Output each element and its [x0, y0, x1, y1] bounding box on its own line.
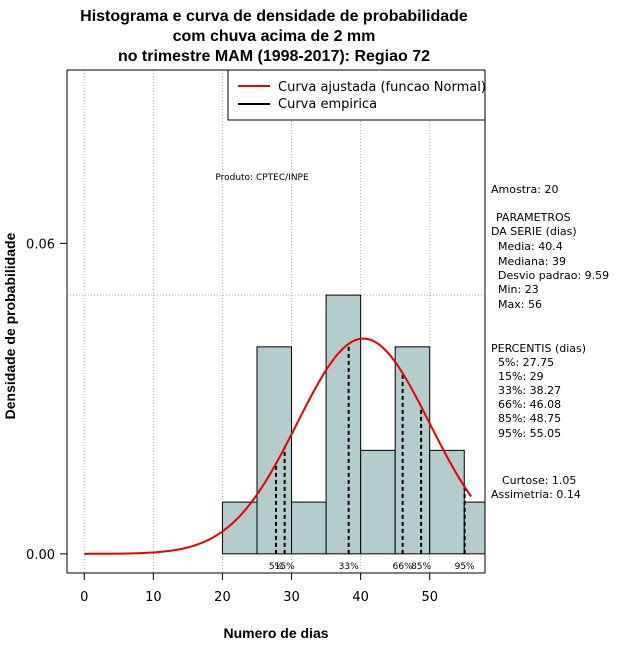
stat-media: Media: 40.4 [498, 240, 563, 253]
percentil-66: 66%: 46.08 [498, 398, 561, 411]
product-note: Produto: CPTEC/INPE [215, 173, 309, 183]
histogram-bar-2 [291, 501, 327, 555]
params-title-1: PARAMETROS [496, 211, 571, 224]
histogram-bar-7 [463, 501, 486, 555]
bars-layer [221, 294, 486, 555]
chart-title-line-1: Histograma e curva de densidade de proba… [80, 8, 468, 25]
percentile-label-1: 15% [275, 562, 295, 572]
percentile-label-0: 5% [269, 562, 284, 572]
axis-layer: 0 10 20 30 40 50 0.00 0.06 [26, 237, 438, 605]
stat-mediana: Mediana: 39 [498, 255, 566, 268]
x-tick-label-10: 10 [145, 590, 162, 605]
stat-min: Min: 23 [498, 283, 539, 296]
x-tick-label-30: 30 [283, 590, 300, 605]
stat-assimetria: Assimetria: 0.14 [491, 488, 581, 501]
percentile-label-5: 95% [455, 562, 475, 572]
y-tick-label-0: 0.00 [26, 548, 55, 563]
histogram-bar-5 [394, 346, 431, 555]
y-tick-label-1: 0.06 [26, 237, 55, 252]
sample-size: Amostra: 20 [491, 183, 558, 196]
percentile-label-4: 85% [411, 562, 431, 572]
stat-curtose: Curtose: 1.05 [502, 474, 576, 487]
percentile-label-3: 66% [393, 562, 413, 572]
percentile-lines-layer: 5%15% 33% 66%85% 95% [269, 343, 475, 572]
legend-label-empirical: Curva empirica [278, 97, 377, 112]
params-title-2: DA SERIE (dias) [491, 225, 577, 238]
percentil-33: 33%: 38.27 [498, 384, 561, 397]
y-axis-title: Densidade de probabilidade [2, 232, 18, 419]
legend-label-fitted: Curva ajustada (funcao Normal) [278, 80, 486, 95]
legend: Curva ajustada (funcao Normal) Curva emp… [227, 69, 486, 121]
percentil-5: 5%: 27.75 [498, 356, 554, 369]
chart-title-line-3: no trimestre MAM (1998-2017): Regiao 72 [118, 48, 430, 65]
x-tick-label-20: 20 [214, 590, 231, 605]
stat-desvio: Desvio padrao: 9.59 [498, 269, 609, 282]
percentile-label-2: 33% [339, 562, 359, 572]
histogram-bar-4 [360, 449, 396, 555]
histogram-bar-6 [429, 449, 465, 555]
percentis-title: PERCENTIS (dias) [491, 342, 586, 355]
statistics-panel: Amostra: 20 PARAMETROS DA SERIE (dias) M… [491, 183, 609, 501]
histogram-bar-1 [256, 346, 293, 555]
x-tick-label-40: 40 [352, 590, 369, 605]
stat-max: Max: 56 [498, 298, 542, 311]
curve-layer [84, 337, 472, 555]
percentil-95: 95%: 55.05 [498, 427, 561, 440]
fitted-normal-curve [84, 337, 472, 555]
percentil-15: 15%: 29 [498, 370, 544, 383]
grid-layer [67, 70, 485, 573]
x-axis-title: Numero de dias [223, 625, 328, 641]
x-tick-label-50: 50 [421, 590, 438, 605]
legend-box [227, 69, 486, 121]
chart-title-line-2: com chuva acima de 2 mm [173, 28, 376, 45]
histogram-bar-3 [325, 294, 362, 555]
percentil-85: 85%: 48.75 [498, 412, 561, 425]
x-tick-label-0: 0 [80, 590, 88, 605]
